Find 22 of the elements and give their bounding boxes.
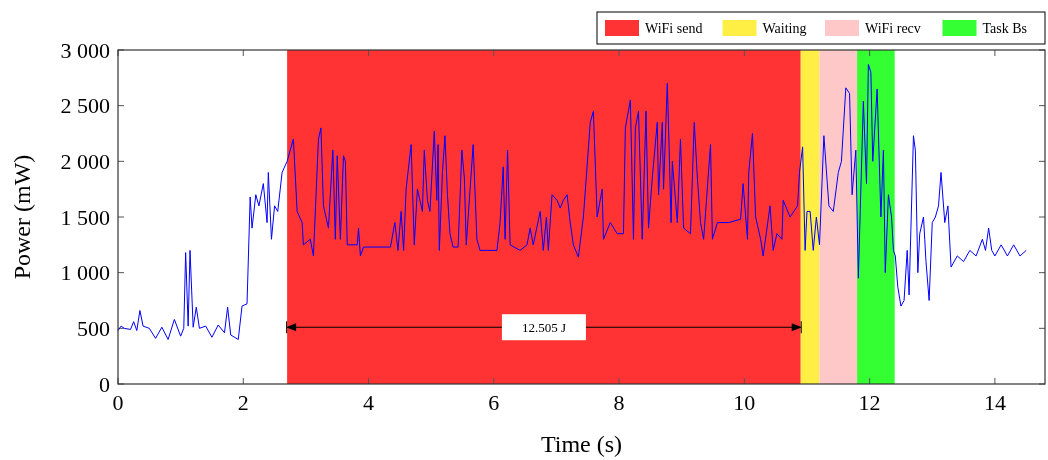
y-tick-label: 500 <box>77 316 110 342</box>
legend-label: WiFi recv <box>865 20 921 36</box>
x-tick-label: 6 <box>488 390 500 415</box>
x-axis-title: Time (s) <box>540 431 623 457</box>
y-tick-label: 3 000 <box>60 37 110 63</box>
legend-label: WiFi send <box>645 20 703 36</box>
x-tick-label: 4 <box>363 390 375 415</box>
line-series <box>117 63 1027 340</box>
x-tick-label: 14 <box>983 390 1006 415</box>
y-tick-label: 0 <box>99 371 110 397</box>
y-tick-label: 2 500 <box>60 93 110 119</box>
y-tick-label: 2 000 <box>60 149 110 175</box>
y-tick-label: 1 500 <box>60 204 110 230</box>
legend-label: Waiting <box>762 20 807 36</box>
x-tick-label: 12 <box>858 390 881 415</box>
x-tick-label: 2 <box>237 390 249 415</box>
x-tick-label: 8 <box>613 390 625 415</box>
x-tick-label: 10 <box>733 390 756 415</box>
y-tick-label: 1 000 <box>60 260 110 286</box>
annotation: 12.505 J <box>521 319 566 335</box>
legend-label: Task Bs <box>982 20 1028 36</box>
y-axis-title: Power (mW) <box>9 154 35 280</box>
